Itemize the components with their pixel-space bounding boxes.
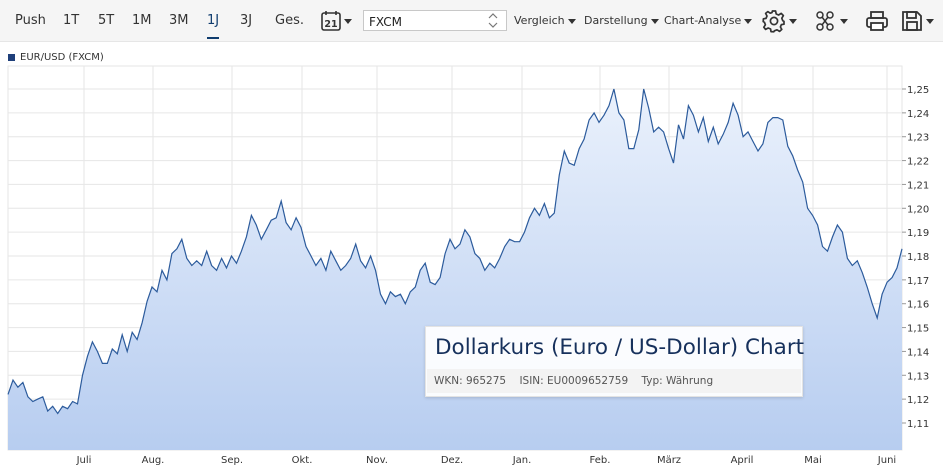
- y-tick-label: 1,24: [907, 109, 929, 120]
- y-axis: 1,11 1,12 1,13 1,14 1,15 1,16 1,17 1,18 1,19 1,20…: [907, 85, 929, 430]
- compare-dropdown[interactable]: Vergleich: [514, 0, 576, 42]
- instrument-meta: WKN: 965275 ISIN: EU0009652759 Typ: Währ…: [427, 369, 801, 393]
- analysis-dropdown[interactable]: Chart-Analyse: [664, 0, 753, 42]
- settings-button[interactable]: [762, 9, 802, 33]
- chevron-down-icon: [744, 18, 753, 24]
- x-tick-label: Sep.: [221, 455, 243, 466]
- chevron-down-icon: [567, 18, 576, 24]
- x-axis: Juli Aug. Sep. Okt. Nov. Dez. Jan. Feb. März Apri…: [76, 455, 897, 466]
- type-label: Typ: Währung: [641, 375, 714, 387]
- range-ges[interactable]: Ges.: [275, 13, 304, 28]
- compare-label: Vergleich: [514, 14, 565, 27]
- calendar-icon: 21: [321, 11, 352, 31]
- x-tick-label: April: [731, 455, 754, 466]
- x-tick-label: Jan.: [512, 455, 532, 466]
- x-tick-label: Aug.: [142, 455, 165, 466]
- x-tick-label: Juni: [877, 455, 896, 466]
- stepper-icon[interactable]: [488, 12, 498, 29]
- print-icon: [866, 11, 888, 31]
- range-3m[interactable]: 3M: [169, 13, 189, 28]
- x-tick-label: Juli: [76, 455, 92, 466]
- y-tick-label: 1,14: [907, 347, 929, 358]
- y-tick-label: 1,18: [907, 252, 929, 263]
- chevron-down-icon: [650, 18, 659, 24]
- chart-toolbar: Push 1T 5T 1M 3M 1J 3J Ges. 21 Vergleich…: [0, 0, 943, 42]
- y-tick-label: 1,21: [907, 180, 929, 191]
- x-tick-label: März: [657, 455, 681, 466]
- range-1m[interactable]: 1M: [132, 13, 152, 28]
- legend-label: EUR/USD (FXCM): [20, 51, 104, 63]
- price-line: [7, 88, 903, 415]
- symbol-search[interactable]: [363, 10, 507, 32]
- y-tick-label: 1,11: [907, 419, 929, 430]
- save-button[interactable]: [899, 9, 939, 33]
- range-5t[interactable]: 5T: [98, 13, 115, 28]
- x-tick-label: Mai: [804, 455, 822, 466]
- calendar-day: 21: [324, 19, 337, 30]
- chart-legend: EUR/USD (FXCM): [8, 50, 104, 64]
- y-tick-label: 1,16: [907, 300, 929, 311]
- chart-title: Dollarkurs (Euro / US-Dollar) Chart: [435, 335, 805, 360]
- legend-swatch: [8, 53, 15, 61]
- y-tick-label: 1,12: [907, 395, 929, 406]
- analysis-label: Chart-Analyse: [664, 14, 742, 27]
- x-tick-label: Okt.: [292, 455, 313, 466]
- x-tick-label: Feb.: [590, 455, 611, 466]
- y-tick-label: 1,13: [907, 371, 929, 382]
- x-tick-label: Nov.: [366, 455, 388, 466]
- x-tick-label: Dez.: [441, 455, 463, 466]
- print-button[interactable]: [864, 9, 890, 33]
- y-tick-label: 1,25: [907, 85, 929, 96]
- isin-label: ISIN: EU0009652759: [519, 375, 629, 387]
- display-label: Darstellung: [584, 14, 648, 27]
- save-icon: [902, 11, 934, 31]
- y-tick-label: 1,15: [907, 324, 929, 335]
- search-input[interactable]: [364, 12, 482, 32]
- instrument-info: Dollarkurs (Euro / US-Dollar) Chart WKN:…: [425, 326, 805, 397]
- calendar-button[interactable]: 21: [320, 9, 354, 33]
- display-dropdown[interactable]: Darstellung: [584, 0, 659, 42]
- share-icon: [816, 11, 848, 31]
- range-push[interactable]: Push: [15, 13, 46, 28]
- share-button[interactable]: [813, 9, 853, 33]
- range-1t[interactable]: 1T: [63, 13, 80, 28]
- range-1j[interactable]: 1J: [207, 0, 220, 42]
- range-3j[interactable]: 3J: [240, 13, 253, 28]
- y-tick-label: 1,20: [907, 204, 929, 215]
- wkn-label: WKN: 965275: [434, 375, 507, 387]
- y-tick-label: 1,23: [907, 133, 929, 144]
- settings-icon: [762, 10, 797, 33]
- y-tick-label: 1,22: [907, 157, 929, 168]
- y-tick-label: 1,17: [907, 276, 929, 287]
- y-tick-label: 1,19: [907, 228, 929, 239]
